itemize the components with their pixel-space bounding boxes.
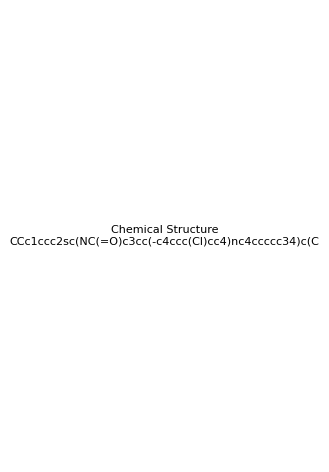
Text: Chemical Structure
CCc1ccc2sc(NC(=O)c3cc(-c4ccc(Cl)cc4)nc4ccccc34)c(C: Chemical Structure CCc1ccc2sc(NC(=O)c3cc… [10, 225, 319, 247]
